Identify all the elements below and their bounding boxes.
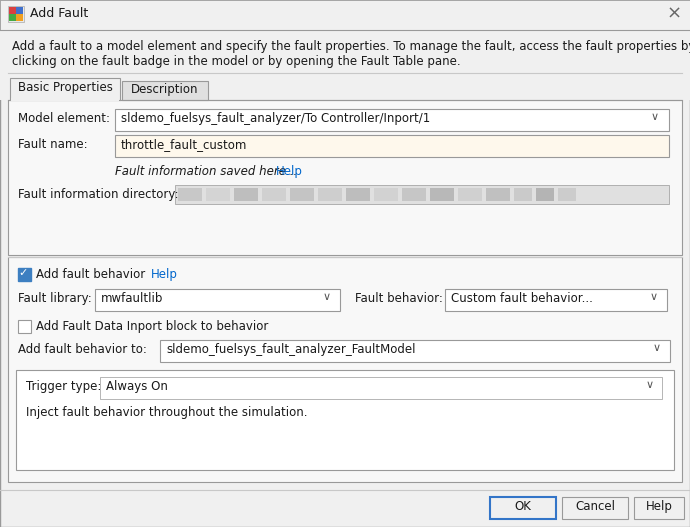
Bar bbox=[18, 320, 31, 333]
Text: OK: OK bbox=[515, 500, 531, 513]
Bar bbox=[536, 188, 554, 201]
Text: ∨: ∨ bbox=[646, 380, 654, 390]
Text: mwfaultlib: mwfaultlib bbox=[101, 292, 164, 305]
Text: Fault information directory:: Fault information directory: bbox=[18, 188, 179, 201]
Text: ∨: ∨ bbox=[650, 292, 658, 302]
Bar bbox=[8, 6, 24, 22]
Bar bbox=[262, 188, 286, 201]
Bar bbox=[115, 135, 669, 157]
Bar bbox=[486, 188, 510, 201]
Bar bbox=[634, 497, 684, 519]
Bar bbox=[8, 100, 682, 255]
Bar bbox=[290, 188, 314, 201]
Text: clicking on the fault badge in the model or by opening the Fault Table pane.: clicking on the fault badge in the model… bbox=[12, 55, 461, 68]
Text: Add Fault: Add Fault bbox=[30, 7, 88, 20]
Bar bbox=[490, 497, 556, 519]
Text: Help: Help bbox=[276, 165, 303, 178]
Text: Trigger type:: Trigger type: bbox=[26, 380, 101, 393]
Text: Cancel: Cancel bbox=[575, 500, 615, 513]
Bar bbox=[445, 289, 667, 311]
Text: Fault behavior:: Fault behavior: bbox=[355, 292, 443, 305]
Bar bbox=[11, 98, 119, 101]
Bar bbox=[100, 377, 662, 399]
Text: Help: Help bbox=[151, 268, 178, 281]
Text: ∨: ∨ bbox=[323, 292, 331, 302]
Text: ∨: ∨ bbox=[651, 112, 659, 122]
Text: Fault library:: Fault library: bbox=[18, 292, 92, 305]
Text: Inject fault behavior throughout the simulation.: Inject fault behavior throughout the sim… bbox=[26, 406, 308, 419]
Bar bbox=[175, 185, 669, 204]
Text: Fault information saved here...: Fault information saved here... bbox=[115, 165, 297, 178]
Text: ∨: ∨ bbox=[653, 343, 661, 353]
Bar bbox=[558, 188, 576, 201]
Text: Help: Help bbox=[646, 500, 673, 513]
Text: ×: × bbox=[667, 5, 682, 23]
Bar bbox=[160, 340, 670, 362]
Bar bbox=[16, 370, 674, 470]
Text: Model element:: Model element: bbox=[18, 112, 110, 125]
Bar bbox=[0, 30, 690, 100]
Bar bbox=[18, 268, 31, 281]
Text: Description: Description bbox=[131, 83, 199, 96]
Bar bbox=[562, 497, 628, 519]
Bar bbox=[318, 188, 342, 201]
Bar bbox=[115, 109, 669, 131]
Bar bbox=[9, 14, 16, 21]
Bar bbox=[346, 188, 370, 201]
Bar bbox=[10, 78, 120, 100]
Text: Add fault behavior: Add fault behavior bbox=[36, 268, 146, 281]
Bar bbox=[16, 7, 23, 14]
Bar bbox=[402, 188, 426, 201]
Bar bbox=[122, 81, 208, 100]
Text: Basic Properties: Basic Properties bbox=[17, 81, 112, 94]
Bar bbox=[514, 188, 532, 201]
Text: sldemo_fuelsys_fault_analyzer_FaultModel: sldemo_fuelsys_fault_analyzer_FaultModel bbox=[166, 343, 415, 356]
Bar bbox=[430, 188, 454, 201]
Bar bbox=[8, 257, 682, 482]
Bar bbox=[234, 188, 258, 201]
Bar bbox=[9, 7, 16, 14]
Text: Always On: Always On bbox=[106, 380, 168, 393]
Text: throttle_fault_custom: throttle_fault_custom bbox=[121, 138, 248, 151]
Bar bbox=[95, 289, 340, 311]
Bar bbox=[178, 188, 202, 201]
Bar bbox=[458, 188, 482, 201]
Text: Add a fault to a model element and specify the fault properties. To manage the f: Add a fault to a model element and speci… bbox=[12, 40, 690, 53]
Text: ✓: ✓ bbox=[18, 268, 28, 278]
Text: Add fault behavior to:: Add fault behavior to: bbox=[18, 343, 147, 356]
Bar bbox=[374, 188, 398, 201]
Text: Custom fault behavior...: Custom fault behavior... bbox=[451, 292, 593, 305]
Text: Add Fault Data Inport block to behavior: Add Fault Data Inport block to behavior bbox=[36, 320, 268, 333]
Bar bbox=[16, 14, 23, 21]
Text: sldemo_fuelsys_fault_analyzer/To Controller/Inport/1: sldemo_fuelsys_fault_analyzer/To Control… bbox=[121, 112, 431, 125]
Bar bbox=[206, 188, 230, 201]
Text: Fault name:: Fault name: bbox=[18, 138, 88, 151]
Bar bbox=[0, 0, 690, 30]
